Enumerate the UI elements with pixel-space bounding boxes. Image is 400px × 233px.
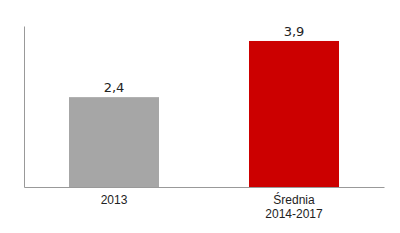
bars bbox=[69, 41, 339, 187]
x-tick: Średnia2014-2017 bbox=[265, 187, 323, 221]
plot: 2013 Średnia2014-2017 2,4 3,9 bbox=[25, 24, 385, 221]
x-tick-label: 2013 bbox=[101, 193, 128, 207]
chart: 2013 Średnia2014-2017 2,4 3,9 bbox=[0, 0, 400, 233]
data-label: 3,9 bbox=[284, 24, 305, 39]
x-tick-label: Średnia2014-2017 bbox=[265, 192, 323, 221]
x-axis-line bbox=[25, 187, 385, 188]
x-tick-label-line: 2014-2017 bbox=[265, 207, 323, 221]
bar bbox=[249, 41, 339, 187]
data-label: 2,4 bbox=[104, 80, 125, 95]
data-labels: 2,4 3,9 bbox=[104, 24, 305, 95]
y-axis bbox=[24, 27, 25, 188]
y-axis-line bbox=[24, 27, 25, 188]
x-tick-label-line: 2013 bbox=[101, 193, 128, 207]
bar bbox=[69, 97, 159, 187]
x-axis: 2013 Średnia2014-2017 bbox=[25, 187, 385, 221]
x-tick-label-line: Średnia bbox=[273, 192, 315, 207]
x-tick: 2013 bbox=[101, 187, 128, 207]
